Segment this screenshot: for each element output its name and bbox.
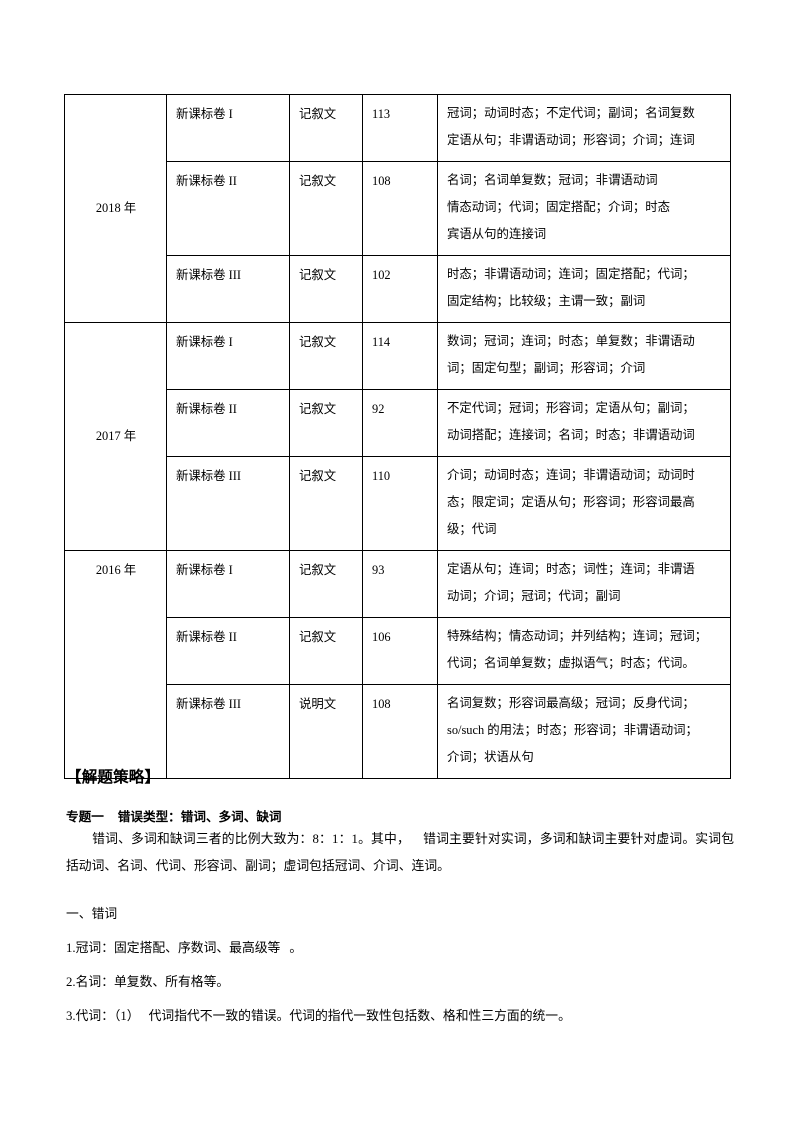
points-line: 词；固定句型；副词；形容词；介词	[447, 361, 646, 375]
list-item: 3.代词：（1） 代词指代不一致的错误。代词的指代一致性包括数、格和性三方面的统一…	[66, 1006, 571, 1026]
word-count-cell: 106	[362, 617, 438, 685]
topic-title: 错误类型：错词、多词、缺词	[117, 810, 282, 824]
points-line: 定语从句；非谓语动词；形容词；介词；连词	[447, 133, 695, 147]
word-count-cell: 108	[362, 161, 438, 256]
paper-cell: 新课标卷 I	[166, 322, 290, 390]
points-line: 定语从句；连词；时态；词性；连词；非谓语	[447, 562, 695, 576]
list-item-text: 3.代词：（1）	[66, 1009, 140, 1023]
list-item: 2.名词：单复数、所有格等。	[66, 972, 229, 992]
paper-cell: 新课标卷 III	[166, 684, 290, 779]
points-line: 介词；动词时态；连词；非谓语动词；动词时	[447, 468, 695, 482]
paper-cell: 新课标卷 II	[166, 161, 290, 256]
genre-cell: 记叙文	[289, 389, 363, 457]
list-item-detail: 代词指代不一致的错误。代词的指代一致性包括数、格和性三方面的统一。	[148, 1009, 571, 1023]
paper-cell: 新课标卷 III	[166, 456, 290, 551]
word-count-cell: 113	[362, 94, 438, 162]
exam-analysis-table: 2018 年 新课标卷 I 记叙文 113 冠词；动词时态；不定代词；副词；名词…	[64, 94, 731, 779]
points-line: so/such 的用法；时态；形容词；非谓语动词；	[447, 723, 698, 737]
list-item: 1.冠词：固定搭配、序数词、最高级等。	[66, 938, 302, 958]
points-cell: 冠词；动词时态；不定代词；副词；名词复数 定语从句；非谓语动词；形容词；介词；连…	[437, 94, 731, 162]
points-line: 名词复数；形容词最高级；冠词；反身代词；	[447, 696, 695, 710]
paper-cell: 新课标卷 I	[166, 94, 290, 162]
table-row: 新课标卷 II 记叙文 108 名词；名词单复数；冠词；非谓语动词 情态动词；代…	[65, 161, 731, 256]
word-count-cell: 102	[362, 255, 438, 323]
genre-cell: 记叙文	[289, 255, 363, 323]
year-cell: 2016 年	[64, 550, 167, 779]
genre-cell: 记叙文	[289, 322, 363, 390]
word-count-cell: 93	[362, 550, 438, 618]
list-item-period: 。	[289, 941, 303, 955]
points-line: 宾语从句的连接词	[447, 227, 547, 241]
paper-cell: 新课标卷 II	[166, 617, 290, 685]
points-line: 动词；介词；冠词；代词；副词	[447, 589, 621, 603]
points-line: 介词；状语从句	[447, 750, 534, 764]
paragraph-part-1: 错词、多词和缺词三者的比例大致为：8：1：1。其中，	[92, 832, 410, 846]
list-item-text: 1.冠词：固定搭配、序数词、最高级等	[66, 941, 281, 955]
year-cell: 2018 年	[64, 94, 167, 323]
word-count-cell: 92	[362, 389, 438, 457]
points-line: 态；限定词；定语从句；形容词；形容词最高	[447, 495, 695, 509]
topic-heading: 专题一 错误类型：错词、多词、缺词	[66, 806, 282, 825]
table-row: 2017 年 新课标卷 I 记叙文 114 数词；冠词；连词；时态；单复数；非谓…	[64, 322, 731, 551]
points-line: 冠词；动词时态；不定代词；副词；名词复数	[447, 106, 695, 120]
points-line: 固定结构；比较级；主谓一致；副词	[447, 294, 646, 308]
table-row: 新课标卷 II 记叙文 106 特殊结构；情态动词；并列结构；连词；冠词； 代词…	[65, 617, 731, 685]
paper-cell: 新课标卷 III	[166, 255, 290, 323]
table-row: 新课标卷 II 记叙文 92 不定代词；冠词；形容词；定语从句；副词； 动词搭配…	[65, 389, 731, 457]
points-line: 代词；名词单复数；虚拟语气；时态；代词。	[447, 656, 695, 670]
points-cell: 数词；冠词；连词；时态；单复数；非谓语动 词；固定句型；副词；形容词；介词	[437, 322, 731, 390]
points-cell: 时态；非谓语动词；连词；固定搭配；代词； 固定结构；比较级；主谓一致；副词	[437, 255, 731, 323]
table-row: 新课标卷 III 记叙文 102 时态；非谓语动词；连词；固定搭配；代词； 固定…	[65, 255, 731, 323]
points-line: 情态动词；代词；固定搭配；介词；时态	[447, 200, 671, 214]
points-line: 时态；非谓语动词；连词；固定搭配；代词；	[447, 267, 695, 281]
table-row: 2016 年 新课标卷 I 记叙文 93 定语从句；连词；时态；词性；连词；非谓…	[64, 550, 731, 779]
points-line: 名词；名词单复数；冠词；非谓语动词	[447, 173, 658, 187]
genre-cell: 说明文	[289, 684, 363, 779]
points-cell: 定语从句；连词；时态；词性；连词；非谓语 动词；介词；冠词；代词；副词	[437, 550, 731, 618]
genre-cell: 记叙文	[289, 617, 363, 685]
genre-cell: 记叙文	[289, 456, 363, 551]
points-cell: 不定代词；冠词；形容词；定语从句；副词； 动词搭配；连接词；名词；时态；非谓语动…	[437, 389, 731, 457]
section-heading: 【解题策略】	[66, 769, 161, 786]
year-cell: 2017 年	[64, 322, 167, 551]
topic-label: 专题一	[66, 810, 104, 824]
table-body: 2018 年 新课标卷 I 记叙文 113 冠词；动词时态；不定代词；副词；名词…	[64, 94, 731, 779]
points-cell: 特殊结构；情态动词；并列结构；连词；冠词； 代词；名词单复数；虚拟语气；时态；代…	[437, 617, 731, 685]
points-line: 动词搭配；连接词；名词；时态；非谓语动词	[447, 428, 695, 442]
points-line: 特殊结构；情态动词；并列结构；连词；冠词；	[447, 629, 708, 643]
word-count-cell: 110	[362, 456, 438, 551]
table-row: 2018 年 新课标卷 I 记叙文 113 冠词；动词时态；不定代词；副词；名词…	[64, 94, 731, 323]
table-row: 新课标卷 III 记叙文 110 介词；动词时态；连词；非谓语动词；动词时 态；…	[65, 456, 731, 551]
word-count-cell: 114	[362, 322, 438, 390]
genre-cell: 记叙文	[289, 550, 363, 618]
table-row: 新课标卷 III 说明文 108 名词复数；形容词最高级；冠词；反身代词； so…	[65, 684, 731, 779]
points-cell: 介词；动词时态；连词；非谓语动词；动词时 态；限定词；定语从句；形容词；形容词最…	[437, 456, 731, 551]
points-line: 级；代词	[447, 522, 497, 536]
points-line: 不定代词；冠词；形容词；定语从句；副词；	[447, 401, 695, 415]
points-cell: 名词复数；形容词最高级；冠词；反身代词； so/such 的用法；时态；形容词；…	[437, 684, 731, 779]
intro-paragraph: 错词、多词和缺词三者的比例大致为：8：1：1。其中， 错词主要针对实词，多词和缺词…	[66, 826, 734, 880]
paper-cell: 新课标卷 II	[166, 389, 290, 457]
list-item-text: 一、错词	[66, 907, 118, 921]
points-line: 数词；冠词；连词；时态；单复数；非谓语动	[447, 334, 695, 348]
points-cell: 名词；名词单复数；冠词；非谓语动词 情态动词；代词；固定搭配；介词；时态 宾语从…	[437, 161, 731, 256]
genre-cell: 记叙文	[289, 94, 363, 162]
word-count-cell: 108	[362, 684, 438, 779]
list-item: 一、错词	[66, 904, 117, 924]
paper-cell: 新课标卷 I	[166, 550, 290, 618]
list-item-text: 2.名词：单复数、所有格等。	[66, 975, 230, 989]
genre-cell: 记叙文	[289, 161, 363, 256]
paragraph-part-2: 错词主要针对实词，多词和缺词主要针对虚词。实词包括动词、名词、代词、形容词、副词…	[66, 832, 735, 873]
